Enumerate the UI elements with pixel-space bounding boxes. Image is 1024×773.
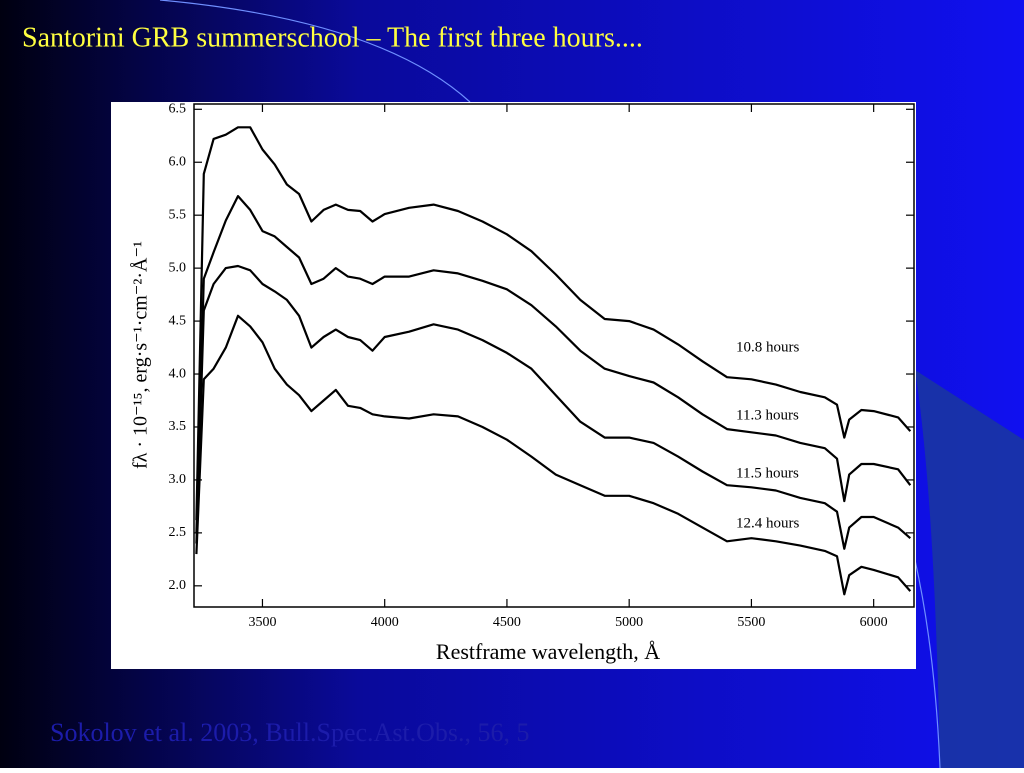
x-tick-label: 3500 (248, 615, 276, 630)
y-tick-label: 4.0 (169, 366, 187, 381)
spectrum-line (195, 126, 912, 521)
decoration (159, 0, 471, 103)
y-axis-label: fλ · 10⁻¹⁵, erg·s⁻¹·cm⁻²·Å⁻¹ (130, 241, 152, 469)
y-tick-label: 2.0 (169, 578, 187, 593)
y-tick-label: 4.5 (169, 313, 187, 328)
y-tick-label: 3.5 (169, 419, 187, 434)
citation: Sokolov et al. 2003, Bull.Spec.Ast.Obs.,… (50, 718, 530, 747)
series-label: 10.8 hours (736, 339, 799, 355)
series-label: 11.5 hours (736, 465, 799, 481)
slide-title: Santorini GRB summerschool – The first t… (22, 22, 643, 53)
x-tick-label: 5000 (615, 615, 643, 630)
y-tick-label: 5.0 (169, 260, 187, 275)
spectrum-line (195, 264, 912, 550)
x-tick-label: 4500 (493, 615, 521, 630)
x-tick-label: 6000 (860, 615, 888, 630)
decoration (914, 559, 941, 769)
y-tick-label: 2.5 (169, 525, 187, 540)
spectrum-line (195, 195, 912, 533)
y-tick-label: 5.5 (169, 207, 187, 222)
x-tick-label: 5500 (737, 615, 765, 630)
plot-frame (193, 103, 915, 608)
decoration (915, 370, 1024, 768)
plot: 2.0 2.5 3.0 3.5 4.0 4.5 5.0 5.5 6.0 6.5 3500 4000 45… (130, 102, 915, 664)
x-axis-label: Restframe wavelength, Å (436, 639, 660, 664)
series-label: 12.4 hours (736, 515, 799, 531)
x-tick-label: 4000 (371, 615, 399, 630)
y-tick-label: 6.0 (169, 154, 187, 169)
spectrum-line (195, 314, 912, 596)
chart-panel (111, 102, 916, 669)
series-label: 11.3 hours (736, 407, 799, 423)
y-tick-label: 3.0 (169, 472, 187, 487)
y-tick-label: 6.5 (169, 102, 187, 117)
